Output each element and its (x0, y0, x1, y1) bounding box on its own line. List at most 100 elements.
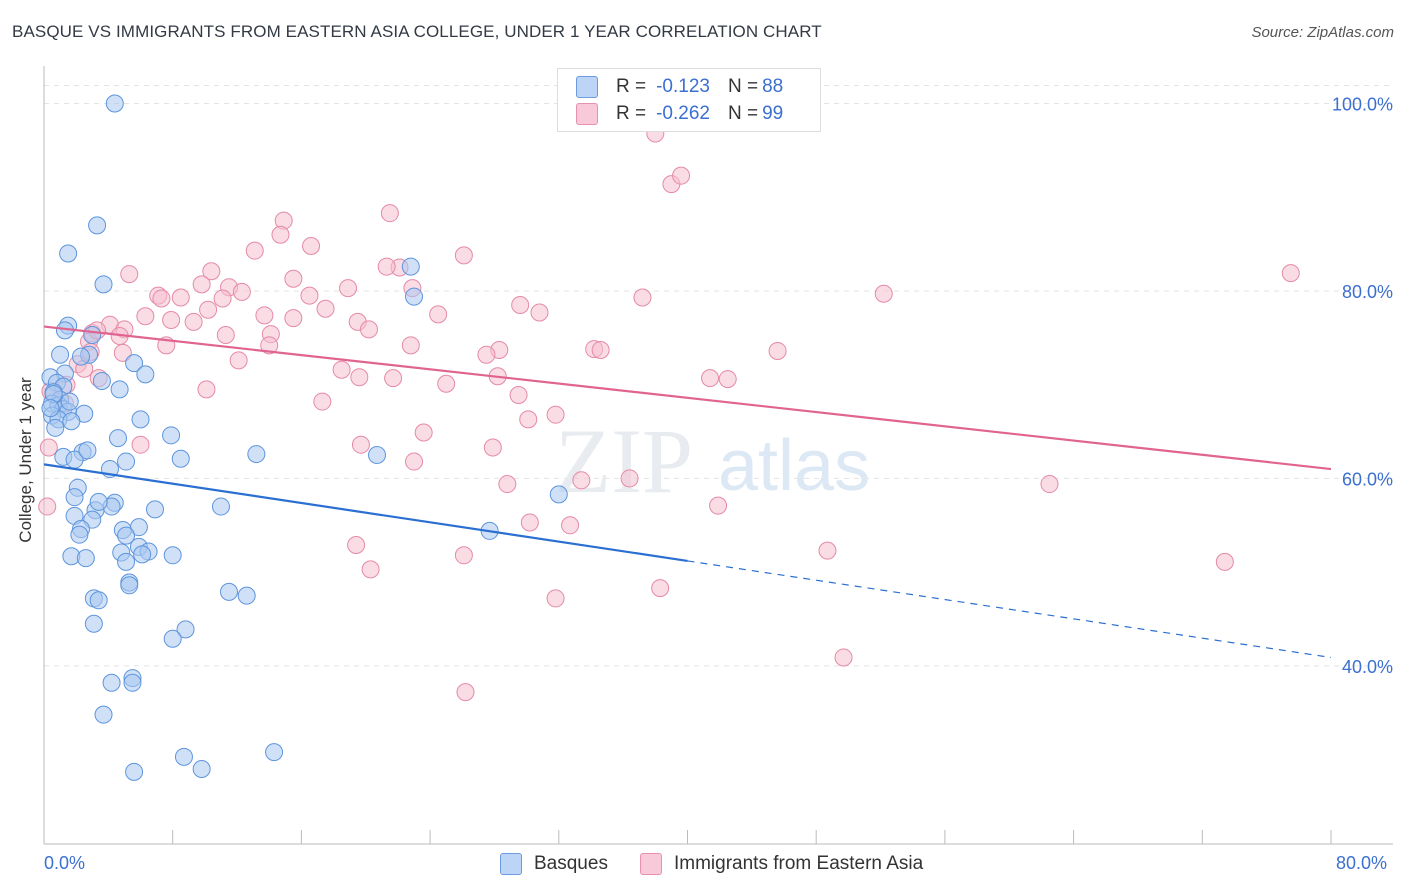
y-tick-label-0: 100.0% (1332, 94, 1393, 114)
point-immigrants-63 (350, 368, 369, 387)
point-immigrants-10 (202, 262, 221, 281)
bottom-legend-basques: Basques (500, 852, 608, 876)
trend-line-basques-extrapolated (687, 560, 1332, 659)
legend-swatch-basques (576, 76, 598, 98)
point-basques-17 (92, 371, 111, 390)
x-tick-max: 80.0% (1336, 853, 1387, 873)
point-basques-65 (120, 576, 139, 595)
point-immigrants-84 (1040, 475, 1059, 494)
trend-line-basques (43, 463, 688, 563)
point-basques-54 (117, 526, 136, 545)
point-basques-70 (84, 614, 103, 633)
bottom-legend-swatch-basques (500, 853, 522, 875)
point-immigrants-80 (405, 452, 424, 471)
point-basques-84 (89, 492, 108, 511)
point-basques-2 (59, 244, 78, 263)
point-immigrants-87 (561, 516, 580, 535)
point-immigrants-52 (591, 341, 610, 360)
trend-line-immigrants (43, 325, 1332, 471)
point-immigrants-82 (572, 471, 591, 490)
point-immigrants-25 (874, 284, 893, 303)
point-immigrants-94 (546, 589, 565, 608)
point-immigrants-27 (213, 289, 232, 308)
y-tick-label-2: 60.0% (1342, 469, 1393, 489)
point-immigrants-89 (454, 546, 473, 565)
point-basques-61 (76, 549, 95, 568)
point-basques-85 (41, 399, 60, 418)
series-immigrants-points (38, 124, 1300, 702)
chart-title: BASQUE VS IMMIGRANTS FROM EASTERN ASIA C… (12, 22, 822, 41)
point-basques-53 (70, 525, 89, 544)
bottom-legend-label-basques: Basques (534, 853, 608, 874)
point-immigrants-6 (302, 236, 321, 255)
point-immigrants-96 (456, 683, 475, 702)
point-immigrants-71 (313, 392, 332, 411)
point-basques-72 (163, 629, 182, 648)
source-label: Source: ZipAtlas.com (1251, 24, 1394, 41)
point-basques-1 (88, 216, 107, 235)
point-basques-78 (265, 743, 284, 762)
point-basques-80 (125, 762, 144, 781)
bottom-legend-label-immigrants: Immigrants from Eastern Asia (674, 853, 924, 874)
point-immigrants-85 (709, 496, 728, 515)
legend-n-label: N = (727, 76, 759, 97)
point-immigrants-83 (498, 475, 517, 494)
point-immigrants-86 (520, 513, 539, 532)
point-basques-11 (125, 354, 144, 373)
point-immigrants-26 (199, 300, 218, 319)
point-immigrants-53 (768, 341, 787, 360)
point-immigrants-30 (530, 303, 549, 322)
point-basques-19 (110, 380, 129, 399)
point-basques-41 (65, 488, 84, 507)
point-immigrants-90 (818, 541, 837, 560)
point-immigrants-50 (477, 345, 496, 364)
legend-swatch-immigrants (576, 103, 598, 125)
point-basques-82 (60, 392, 79, 411)
y-tick-label-3: 40.0% (1342, 657, 1393, 677)
point-immigrants-48 (401, 336, 420, 355)
point-basques-48 (211, 497, 230, 516)
point-immigrants-7 (245, 241, 264, 260)
point-immigrants-79 (39, 438, 58, 457)
legend-row-basques: R = -0.123 N = 88 (576, 75, 784, 99)
point-basques-83 (78, 441, 97, 460)
point-basques-69 (89, 591, 108, 610)
point-basques-62 (163, 546, 182, 565)
point-basques-30 (162, 426, 181, 445)
point-immigrants-17 (232, 282, 251, 301)
point-immigrants-91 (1215, 552, 1234, 571)
legend-r-label: R = (616, 76, 647, 97)
point-immigrants-46 (260, 336, 279, 355)
point-immigrants-93 (651, 579, 670, 598)
series-basques-points (41, 94, 568, 781)
point-immigrants-60 (701, 369, 720, 388)
legend-n-value: 88 (762, 76, 784, 97)
point-basques-77 (174, 747, 193, 766)
point-basques-14 (136, 365, 155, 384)
point-immigrants-28 (316, 299, 335, 318)
point-basques-59 (133, 545, 152, 564)
point-basques-86 (46, 418, 65, 437)
point-immigrants-5 (271, 225, 290, 244)
bottom-legend-immigrants: Immigrants from Eastern Asia (640, 852, 923, 876)
point-basques-75 (102, 673, 121, 692)
point-immigrants-77 (131, 435, 150, 454)
point-immigrants-2 (672, 166, 691, 185)
point-immigrants-74 (546, 405, 565, 424)
point-immigrants-11 (284, 269, 303, 288)
point-immigrants-95 (834, 648, 853, 667)
point-basques-87 (72, 347, 91, 366)
legend-r-label: R = (616, 103, 647, 124)
point-immigrants-75 (414, 423, 433, 442)
point-immigrants-35 (184, 312, 203, 331)
point-immigrants-37 (429, 305, 448, 324)
point-basques-28 (62, 412, 81, 431)
point-basques-35 (247, 445, 266, 464)
point-basques-3 (94, 275, 113, 294)
point-basques-36 (171, 449, 190, 468)
point-immigrants-59 (332, 360, 351, 379)
x-tick-min: 0.0% (44, 853, 85, 873)
point-immigrants-92 (361, 560, 380, 579)
point-basques-74 (123, 673, 142, 692)
point-immigrants-24 (633, 288, 652, 307)
